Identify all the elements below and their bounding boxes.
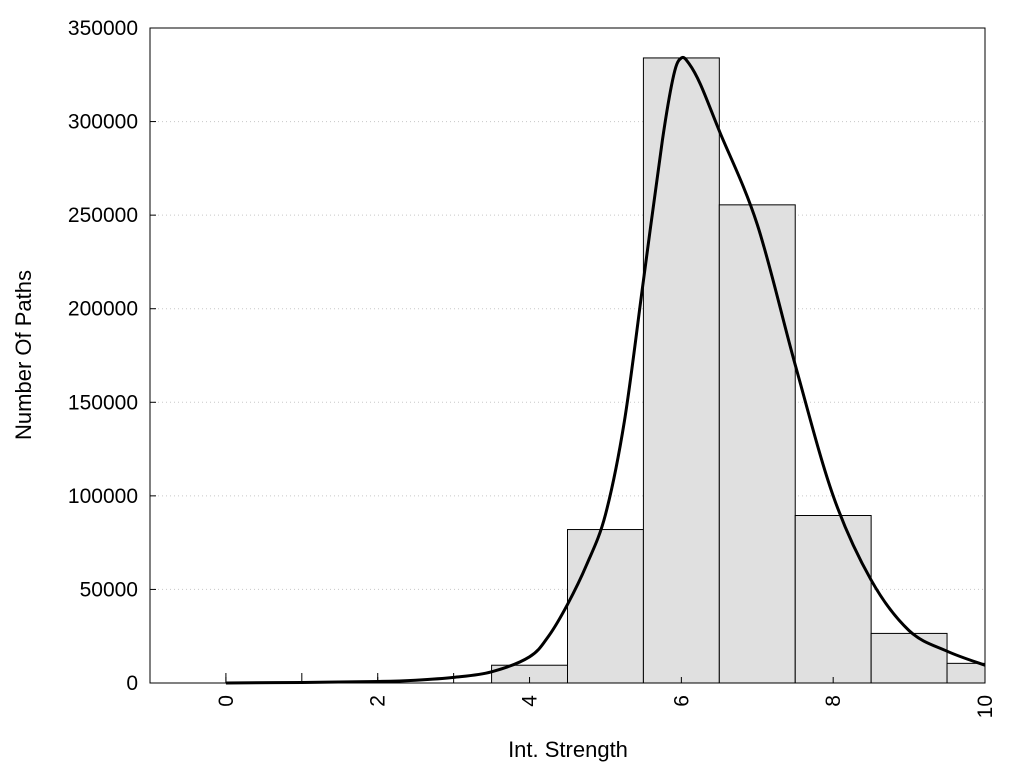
histogram-bar — [870, 632, 948, 684]
x-axis-ticks: 0 2 4 6 8 10 — [215, 677, 997, 718]
density-curve-layer — [225, 55, 986, 685]
x-tick-label: 2 — [367, 695, 390, 707]
y-tick-label: 350000 — [68, 17, 138, 40]
x-tick-label: 6 — [670, 695, 693, 707]
y-tick-label: 200000 — [68, 298, 138, 321]
x-axis-title: Int. Strength — [508, 737, 628, 762]
x-tick-label: 10 — [974, 695, 997, 718]
y-tick-label: 100000 — [68, 485, 138, 508]
y-tick-label: 300000 — [68, 111, 138, 134]
density-curve — [225, 55, 986, 685]
histogram-bar — [718, 204, 796, 684]
y-tick-label: 0 — [126, 672, 138, 695]
histogram-bars — [225, 57, 986, 684]
y-tick-label: 250000 — [68, 204, 138, 227]
x-tick-label: 0 — [215, 695, 238, 707]
plot-frame — [149, 27, 986, 684]
histogram-bar — [794, 515, 872, 684]
y-axis-ticks: 0 50000 100000 150000 200000 250000 300000 3500… — [68, 17, 156, 695]
y-tick-label: 150000 — [68, 391, 138, 414]
histogram-bar — [567, 529, 644, 684]
x-tick-label: 8 — [822, 695, 845, 707]
histogram-bar — [642, 57, 720, 684]
y-tick-label: 50000 — [80, 578, 138, 601]
y-axis-title: Number Of Paths — [11, 270, 36, 440]
histogram-bar — [946, 662, 986, 684]
x-tick-label: 4 — [519, 695, 542, 707]
